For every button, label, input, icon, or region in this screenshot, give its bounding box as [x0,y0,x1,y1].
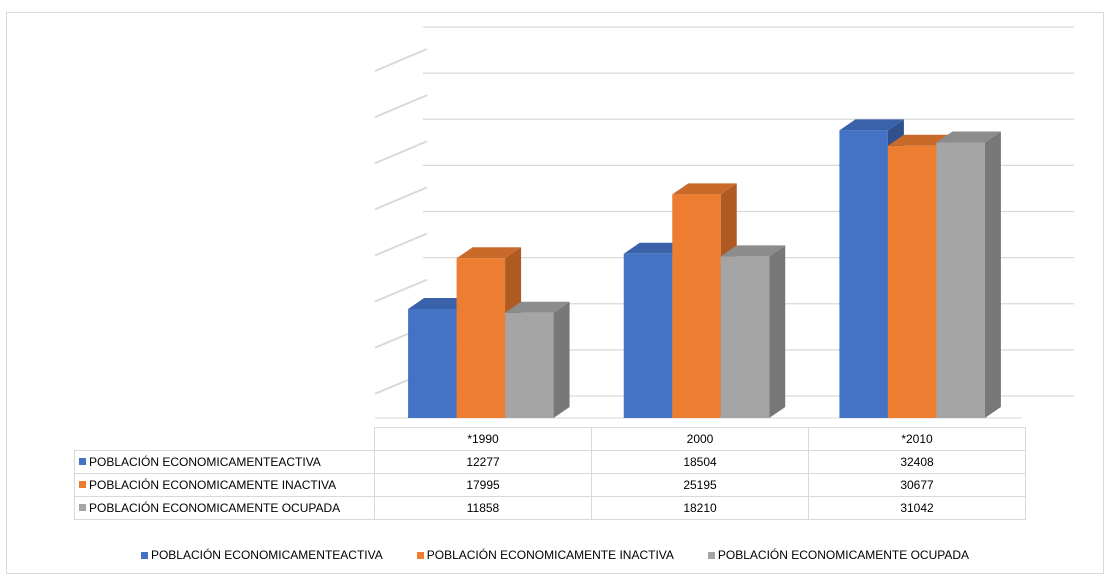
data-cell: 32408 [808,450,1026,474]
bar-side [553,301,570,418]
bar-top [456,247,522,259]
data-cell: 17995 [374,473,592,497]
series-name: POBLACIÓN ECONOMICAMENTE INACTIVA [89,478,337,492]
legend-item: POBLACIÓN ECONOMICAMENTE OCUPADA [707,548,970,562]
gridline-side [374,278,428,303]
bar-side [769,245,786,418]
bar [672,194,721,418]
bar-top [505,301,570,313]
bar [505,312,554,418]
data-table: *1990 2000 *2010 POBLACIÓN ECONOMICAMENT… [74,427,1026,520]
series-label: POBLACIÓN ECONOMICAMENTE INACTIVA [74,473,375,497]
legend-item: POBLACIÓN ECONOMICAMENTE INACTIVA [416,548,674,562]
series-swatch [79,481,86,488]
bar [720,256,770,418]
data-cell: 18210 [591,496,809,520]
bar-top [672,183,737,195]
legend-swatch [707,551,715,559]
category-label: *2010 [808,427,1026,451]
bar-top [720,245,786,257]
series-name: POBLACIÓN ECONOMICAMENTE OCUPADA [89,501,341,515]
bar [456,258,506,418]
gridline-side [374,186,428,211]
legend-swatch [416,551,424,559]
legend: POBLACIÓN ECONOMICAMENTEACTIVA POBLACIÓN… [0,548,1110,562]
bar [408,309,457,418]
category-label: *1990 [374,427,592,451]
bars [408,119,1001,418]
bar-top [839,119,904,131]
bar [623,253,673,418]
legend-label: POBLACIÓN ECONOMICAMENTE OCUPADA [717,548,970,562]
legend-swatch [140,551,148,559]
series-name: POBLACIÓN ECONOMICAMENTEACTIVA [89,455,321,469]
category-label: 2000 [591,427,809,451]
data-cell: 12277 [374,450,592,474]
data-table-row: POBLACIÓN ECONOMICAMENTE OCUPADA 11858 1… [74,496,1026,520]
bar-top [887,134,953,146]
legend-item: POBLACIÓN ECONOMICAMENTEACTIVA [140,548,383,562]
legend-label: POBLACIÓN ECONOMICAMENTE INACTIVA [426,548,674,562]
data-table-corner [74,427,375,451]
series-label: POBLACIÓN ECONOMICAMENTEACTIVA [74,450,375,474]
data-cell: 25195 [591,473,809,497]
data-cell: 31042 [808,496,1026,520]
gridline-side [374,94,428,119]
bar-top [936,131,1001,143]
bar-top [623,242,689,254]
data-table-row: POBLACIÓN ECONOMICAMENTE INACTIVA 17995 … [74,473,1026,497]
bar-top [408,298,473,310]
gridline-side [374,140,428,165]
data-cell: 11858 [374,496,592,520]
bar-side [984,131,1001,418]
gridline-side [374,232,428,257]
bar [887,145,937,418]
series-swatch [79,458,86,465]
bar [839,130,888,418]
legend-label: POBLACIÓN ECONOMICAMENTEACTIVA [150,548,383,562]
data-table-row: POBLACIÓN ECONOMICAMENTEACTIVA 12277 185… [74,450,1026,474]
series-swatch [79,504,86,511]
gridline-side [374,48,428,72]
series-label: POBLACIÓN ECONOMICAMENTE OCUPADA [74,496,375,520]
data-table-header-row: *1990 2000 *2010 [74,427,1026,451]
data-cell: 18504 [591,450,809,474]
data-cell: 30677 [808,473,1026,497]
bar [936,142,985,418]
